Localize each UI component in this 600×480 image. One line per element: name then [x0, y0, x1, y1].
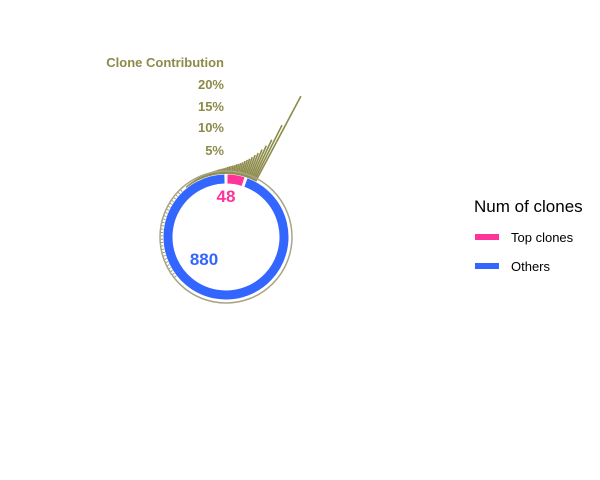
- radial-tick-label: 10%: [198, 120, 224, 135]
- contribution-spike: [253, 124, 283, 182]
- contribution-spike: [185, 185, 188, 188]
- contribution-spike-others: [168, 205, 171, 208]
- radial-tick-label: 15%: [198, 99, 224, 114]
- contribution-spike: [200, 176, 203, 180]
- contribution-spike: [234, 164, 238, 175]
- radial-tick-label: 5%: [205, 143, 224, 158]
- outer-ring: [159, 170, 293, 304]
- contribution-spike-others: [173, 197, 176, 200]
- contribution-spike-others: [174, 275, 177, 278]
- contribution-spike: [195, 178, 199, 182]
- contribution-spike: [247, 152, 259, 179]
- contribution-spike: [238, 162, 244, 176]
- contribution-spike: [197, 177, 200, 181]
- chart-title: Clone Contribution: [106, 55, 224, 70]
- contribution-spike: [237, 162, 242, 176]
- contribution-spike: [193, 180, 196, 183]
- contribution-spike-others: [170, 270, 173, 272]
- contribution-spike: [203, 174, 206, 178]
- contribution-spike: [229, 165, 232, 175]
- contribution-spike: [246, 154, 256, 178]
- contribution-spike: [235, 163, 240, 176]
- contribution-spike-others: [164, 258, 167, 260]
- legend-swatch-top-clones: [475, 234, 499, 240]
- contribution-spike: [191, 181, 195, 184]
- data-label-others: 880: [190, 250, 218, 269]
- contribution-spike-others: [163, 255, 166, 257]
- contribution-spike: [186, 184, 190, 187]
- contribution-spike: [189, 182, 192, 186]
- contribution-spike-others: [172, 272, 175, 275]
- contribution-spike: [254, 95, 302, 182]
- contribution-spike: [232, 165, 236, 175]
- legend-label-others: Others: [511, 259, 551, 274]
- contribution-spike: [204, 174, 207, 178]
- contribution-spike-others: [165, 261, 169, 263]
- contribution-spike-others: [163, 218, 166, 221]
- contribution-spike-others: [162, 251, 165, 254]
- contribution-spike-others: [169, 203, 173, 205]
- contribution-spike: [198, 176, 202, 180]
- contribution-spike-others: [171, 200, 174, 203]
- legend-title: Num of clones: [474, 197, 583, 216]
- contribution-spike-others: [180, 189, 183, 192]
- contribution-spike: [231, 165, 234, 175]
- contribution-spike-others: [166, 209, 170, 211]
- radial-tick-label: 20%: [198, 77, 224, 92]
- contribution-spike-others: [175, 194, 178, 197]
- contribution-spike-others: [164, 215, 167, 217]
- contribution-spikes: [160, 95, 302, 278]
- contribution-spike: [188, 183, 191, 186]
- legend-swatch-others: [475, 263, 499, 269]
- contribution-spike-others: [165, 212, 168, 214]
- contribution-spike-others: [167, 264, 170, 267]
- contribution-spike: [249, 149, 263, 180]
- contribution-spike: [194, 179, 197, 182]
- contribution-spike: [201, 175, 205, 179]
- contribution-spike: [250, 145, 268, 180]
- contribution-spike-others: [168, 267, 172, 270]
- contribution-spike-others: [162, 221, 165, 224]
- legend-label-top-clones: Top clones: [511, 230, 574, 245]
- contribution-spike-others: [177, 192, 181, 195]
- donut-slice-top-clones: [227, 174, 245, 186]
- contribution-spike: [190, 181, 193, 185]
- contribution-spike: [252, 139, 273, 181]
- donut-slice-others: [163, 174, 289, 300]
- data-label-top-clones: 48: [217, 187, 236, 206]
